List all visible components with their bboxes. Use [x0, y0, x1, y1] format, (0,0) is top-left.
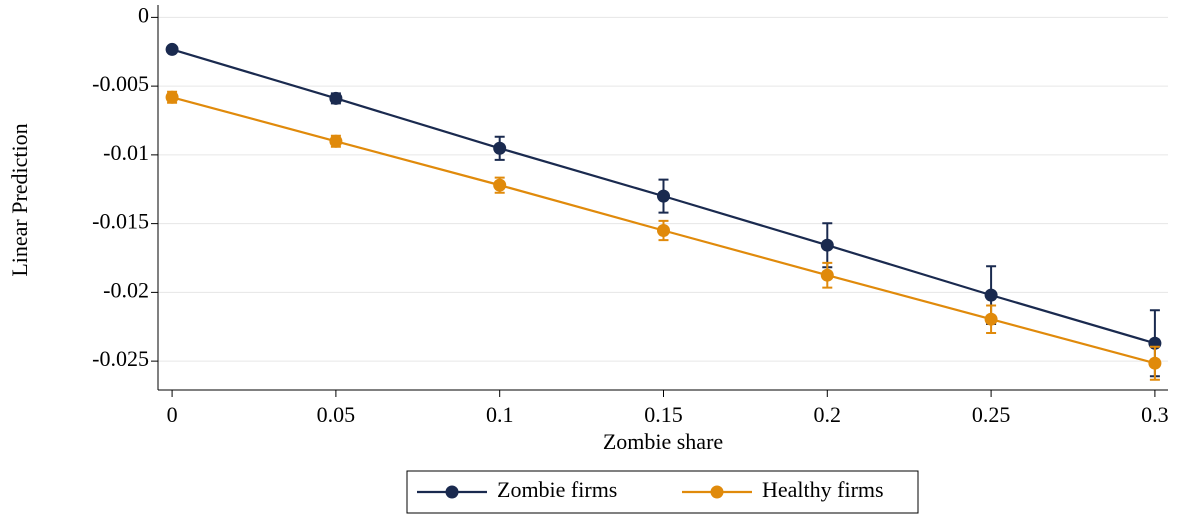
x-axis-label: Zombie share — [603, 429, 723, 454]
y-tick-label: -0.005 — [92, 71, 149, 96]
y-axis-label: Linear Prediction — [7, 123, 32, 276]
point — [329, 134, 343, 148]
point — [165, 90, 179, 104]
point — [165, 42, 179, 56]
y-tick-label: -0.02 — [103, 277, 149, 302]
point — [656, 189, 670, 203]
legend-box — [406, 470, 919, 514]
point — [984, 312, 998, 326]
y-tick-label: -0.01 — [103, 140, 149, 165]
legend-label: Zombie firms — [497, 477, 617, 502]
x-tick-label: 0 — [167, 402, 178, 427]
point — [329, 91, 343, 105]
point — [1148, 356, 1162, 370]
x-tick-label: 0.3 — [1141, 402, 1169, 427]
point — [493, 178, 507, 192]
point — [984, 288, 998, 302]
x-tick-label: 0.15 — [644, 402, 683, 427]
point — [820, 268, 834, 282]
legend-marker — [445, 485, 459, 499]
point — [820, 238, 834, 252]
point — [656, 224, 670, 237]
x-tick-label: 0.1 — [486, 402, 514, 427]
x-tick-label: 0.2 — [814, 402, 842, 427]
x-tick-label: 0.05 — [317, 402, 356, 427]
x-tick-label: 0.25 — [972, 402, 1011, 427]
legend-marker — [710, 485, 724, 499]
legend-label: Healthy firms — [762, 477, 884, 502]
y-tick-label: 0 — [138, 2, 149, 27]
y-tick-label: -0.015 — [92, 209, 149, 234]
y-tick-label: -0.025 — [92, 346, 149, 371]
point — [493, 141, 507, 155]
